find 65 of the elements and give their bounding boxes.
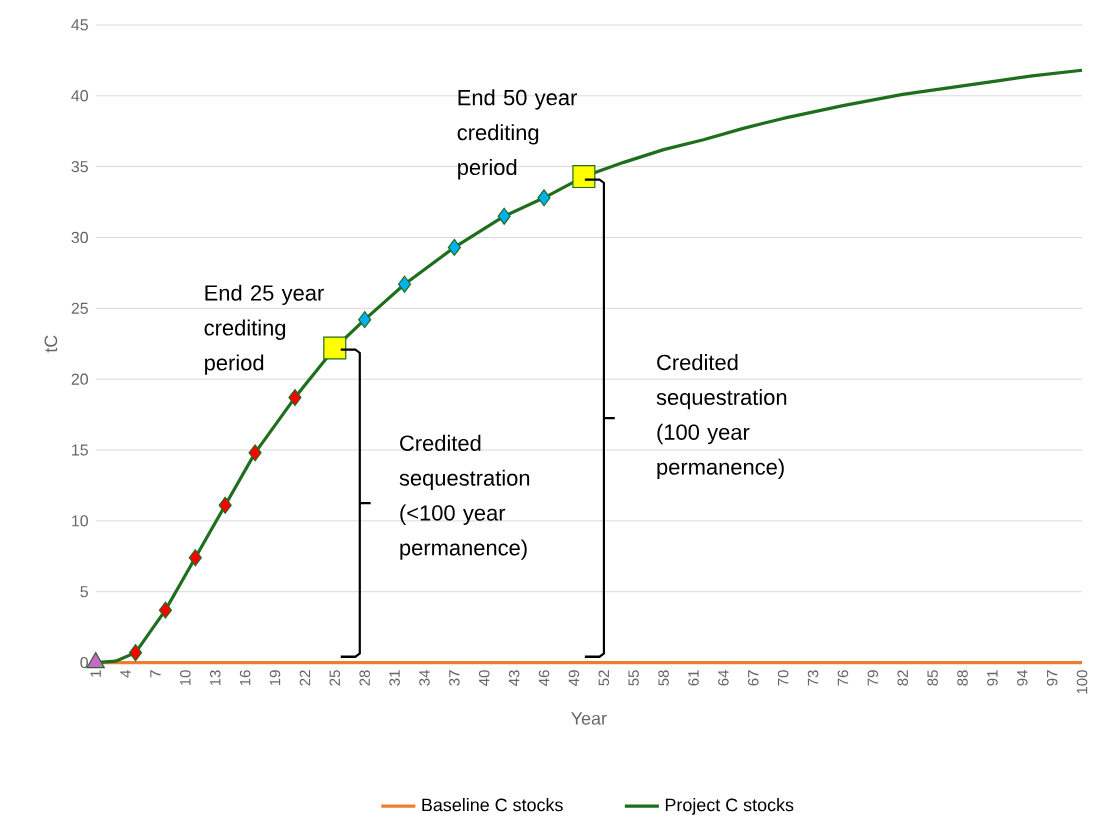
x-tick-label: 73	[807, 670, 819, 686]
point	[188, 549, 202, 567]
x-tick-label: 58	[658, 670, 669, 686]
x-tick-label: 22	[299, 670, 311, 686]
point	[447, 238, 461, 256]
x-tick-label: 34	[419, 670, 430, 686]
point	[323, 336, 347, 360]
x-tick-label: 10	[180, 670, 191, 686]
x-tick-label: 28	[359, 670, 370, 686]
y-tick-label: 10	[72, 515, 88, 527]
y-axis-title: tC	[44, 335, 58, 353]
x-tick-label: 64	[718, 670, 729, 686]
annotation: End 25 year crediting period	[204, 284, 324, 375]
x-tick-label: 43	[508, 670, 520, 686]
x-tick-label: 97	[1046, 670, 1058, 686]
y-tick-label: 5	[80, 586, 88, 598]
x-axis-title: Year	[571, 712, 607, 725]
x-tick-label: 37	[449, 670, 460, 686]
y-tick-label: 40	[71, 90, 88, 102]
x-tick-label: 79	[867, 670, 879, 686]
x-tick-label: 85	[927, 670, 938, 686]
x-tick-label: 16	[239, 670, 251, 686]
point	[572, 164, 596, 189]
x-tick-label: 25	[329, 670, 341, 686]
annotation: End 50 year crediting period	[457, 89, 577, 180]
y-tick-label: 15	[72, 444, 88, 456]
y-tick-label: 45	[71, 19, 88, 31]
legend-label: Project C stocks	[665, 798, 794, 815]
x-tick-label: 70	[777, 670, 789, 686]
point	[248, 444, 262, 462]
annotation: Credited sequestration (<100 year permanence)	[399, 434, 530, 560]
legend-label: Baseline C stocks	[422, 798, 563, 812]
x-tick-label: 67	[747, 670, 759, 686]
x-tick-label: 19	[269, 670, 281, 686]
x-tick-label: 40	[478, 670, 490, 686]
annotation: Credited sequestration (100 year permanence)	[656, 354, 787, 480]
point	[128, 644, 143, 662]
y-tick-label: 20	[71, 373, 88, 385]
x-tick-label: 52	[598, 670, 610, 686]
x-tick-label: 31	[389, 670, 400, 686]
point	[358, 311, 372, 329]
y-tick-label: 30	[71, 231, 88, 244]
x-tick-label: 76	[837, 670, 849, 686]
y-tick-label: 0	[80, 656, 89, 669]
x-tick-label: 91	[987, 670, 998, 686]
x-tick-label: 94	[1016, 670, 1028, 686]
x-tick-label: 7	[150, 670, 161, 678]
y-tick-label: 35	[71, 160, 88, 173]
point	[288, 389, 302, 407]
y-tick-label: 25	[71, 302, 88, 314]
x-tick-label: 88	[957, 670, 968, 686]
x-tick-label: 55	[628, 670, 639, 686]
x-tick-label: 49	[568, 670, 580, 686]
point	[218, 496, 232, 514]
x-tick-label: 82	[897, 670, 909, 686]
x-tick-label: 13	[209, 670, 221, 686]
x-tick-label: 100	[1076, 670, 1088, 694]
x-tick-label: 1	[90, 670, 101, 677]
x-tick-label: 46	[538, 670, 550, 686]
x-tick-label: 61	[688, 670, 699, 686]
point	[497, 207, 511, 225]
x-tick-label: 4	[120, 670, 131, 678]
point	[158, 601, 172, 619]
point	[397, 275, 412, 293]
point	[537, 189, 551, 207]
